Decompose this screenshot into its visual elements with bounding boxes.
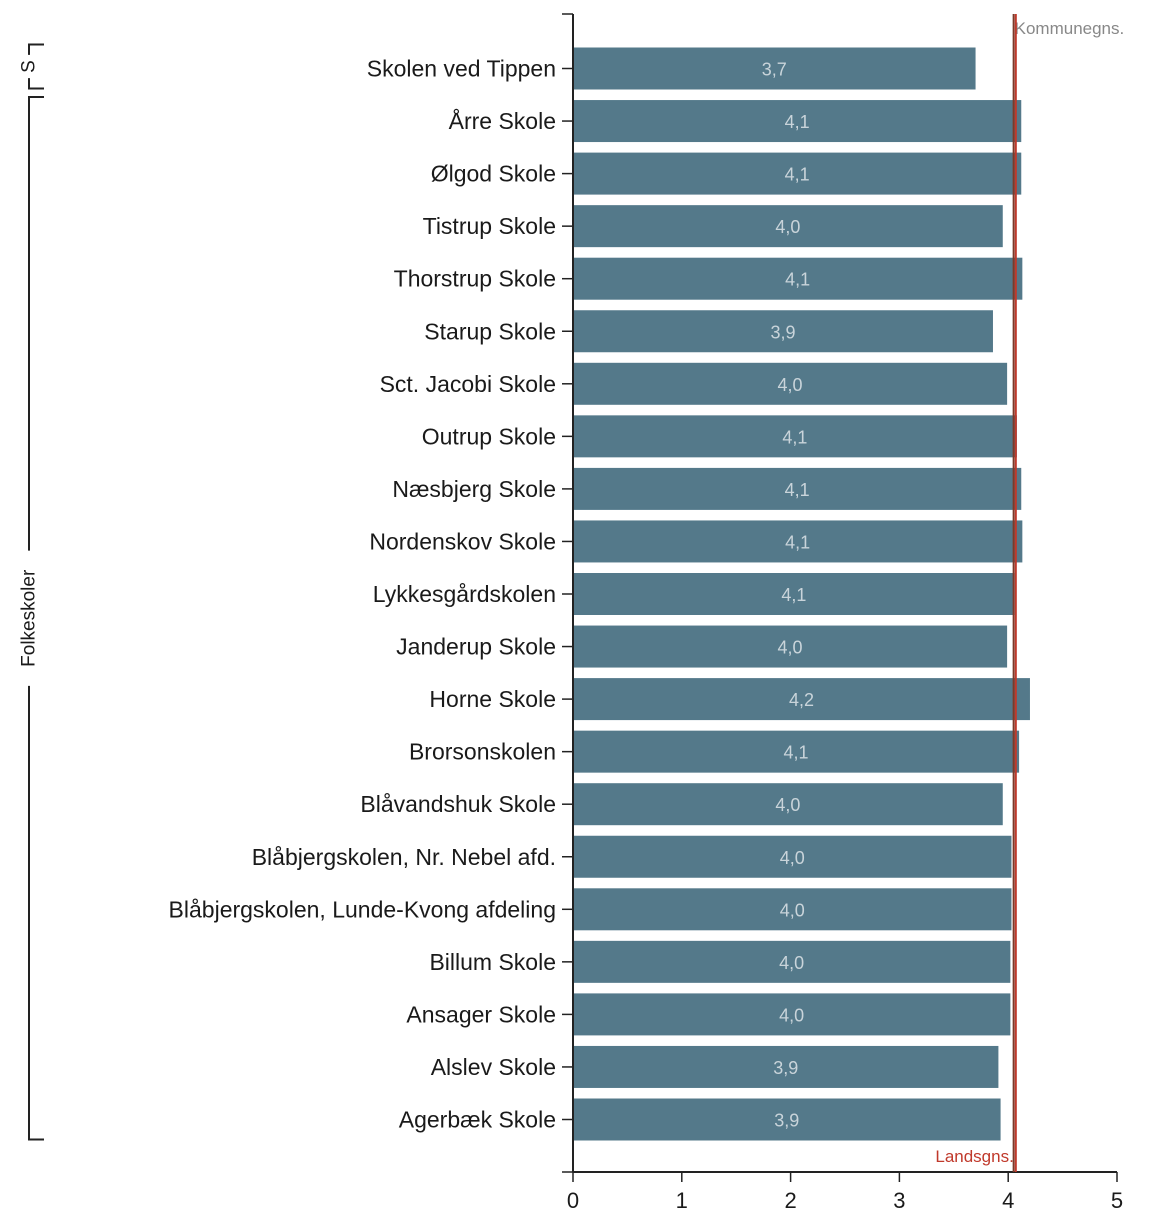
y-tick-label: Blåvandshuk Skole — [360, 791, 556, 817]
bar-value-label: 4,0 — [778, 375, 803, 395]
bar — [574, 835, 1012, 878]
x-tick-label: 5 — [1111, 1188, 1123, 1211]
bar — [574, 625, 1008, 668]
bar — [574, 310, 993, 353]
bar — [574, 257, 1023, 300]
bar-value-label: 4,1 — [784, 743, 809, 763]
x-tick-label: 0 — [567, 1188, 579, 1211]
y-tick-label: Årre Skole — [449, 107, 556, 134]
y-tick-label: Blåbjergskolen, Nr. Nebel afd. — [252, 844, 556, 870]
bar — [574, 47, 976, 90]
y-tick-label: Alslev Skole — [431, 1054, 556, 1080]
bar-value-label: 4,1 — [785, 532, 810, 552]
bar — [574, 362, 1008, 405]
y-tick-label: Brorsonskolen — [409, 739, 556, 765]
bar — [574, 415, 1017, 458]
bar-value-label: 4,1 — [785, 112, 810, 132]
bar — [574, 1098, 1001, 1141]
y-tick-label: Janderup Skole — [396, 634, 556, 660]
bar-value-label: 4,1 — [785, 480, 810, 500]
group-label: S — [19, 60, 40, 73]
y-tick-label: Horne Skole — [429, 686, 556, 712]
x-tick-label: 4 — [1002, 1188, 1014, 1211]
bar-value-label: 4,1 — [781, 585, 806, 605]
bar — [574, 1045, 999, 1088]
bar — [574, 520, 1023, 563]
bar-value-label: 4,0 — [780, 900, 805, 920]
bar — [574, 783, 1003, 826]
x-tick-label: 2 — [784, 1188, 796, 1211]
y-tick-label: Ansager Skole — [406, 1001, 556, 1027]
bar-value-label: 4,1 — [785, 270, 810, 290]
y-tick-label: Nordenskov Skole — [369, 528, 556, 554]
y-tick-label: Billum Skole — [429, 949, 556, 975]
bar — [574, 152, 1022, 195]
bar-value-label: 4,0 — [775, 217, 800, 237]
bar-value-label: 4,0 — [779, 1005, 804, 1025]
bar-value-label: 3,9 — [773, 1058, 798, 1078]
bar-value-label: 4,0 — [779, 953, 804, 973]
y-tick-label: Thorstrup Skole — [394, 266, 556, 292]
bar — [574, 100, 1022, 143]
bar — [574, 205, 1003, 248]
bar-value-label: 3,7 — [762, 60, 787, 80]
x-tick-label: 3 — [893, 1188, 905, 1211]
y-tick-label: Ølgod Skole — [431, 161, 556, 187]
bar — [574, 730, 1020, 773]
bar-value-label: 4,1 — [785, 165, 810, 185]
x-tick-label: 1 — [676, 1188, 688, 1211]
bar-value-label: 3,9 — [774, 1111, 799, 1131]
reference-line-label: Landsgns. — [935, 1147, 1013, 1166]
bar — [574, 678, 1030, 721]
y-tick-label: Skolen ved Tippen — [367, 56, 556, 82]
group-label: Folkeskoler — [19, 569, 40, 667]
bar-value-label: 4,0 — [780, 848, 805, 868]
reference-line-label: Kommunegns. — [1015, 19, 1125, 38]
y-tick-label: Lykkesgårdskolen — [373, 581, 556, 607]
bar-value-label: 3,9 — [770, 322, 795, 342]
y-tick-label: Sct. Jacobi Skole — [380, 371, 556, 397]
bar-value-label: 4,1 — [782, 427, 807, 447]
y-tick-label: Blåbjergskolen, Lunde-Kvong afdeling — [169, 896, 556, 922]
bar — [574, 467, 1022, 510]
group-bracket — [28, 43, 44, 90]
bar-value-label: 4,0 — [778, 638, 803, 658]
bar-value-label: 4,0 — [775, 795, 800, 815]
y-tick-label: Næsbjerg Skole — [392, 476, 556, 502]
bar — [574, 573, 1015, 615]
y-tick-label: Starup Skole — [424, 318, 556, 344]
y-tick-label: Tistrup Skole — [423, 213, 556, 239]
group-bracket — [28, 96, 44, 1141]
y-tick-label: Outrup Skole — [422, 423, 556, 449]
y-tick-label: Agerbæk Skole — [399, 1107, 556, 1133]
bar — [574, 888, 1012, 931]
bar — [574, 993, 1011, 1036]
bar — [574, 940, 1011, 983]
bar-value-label: 4,2 — [789, 690, 814, 710]
